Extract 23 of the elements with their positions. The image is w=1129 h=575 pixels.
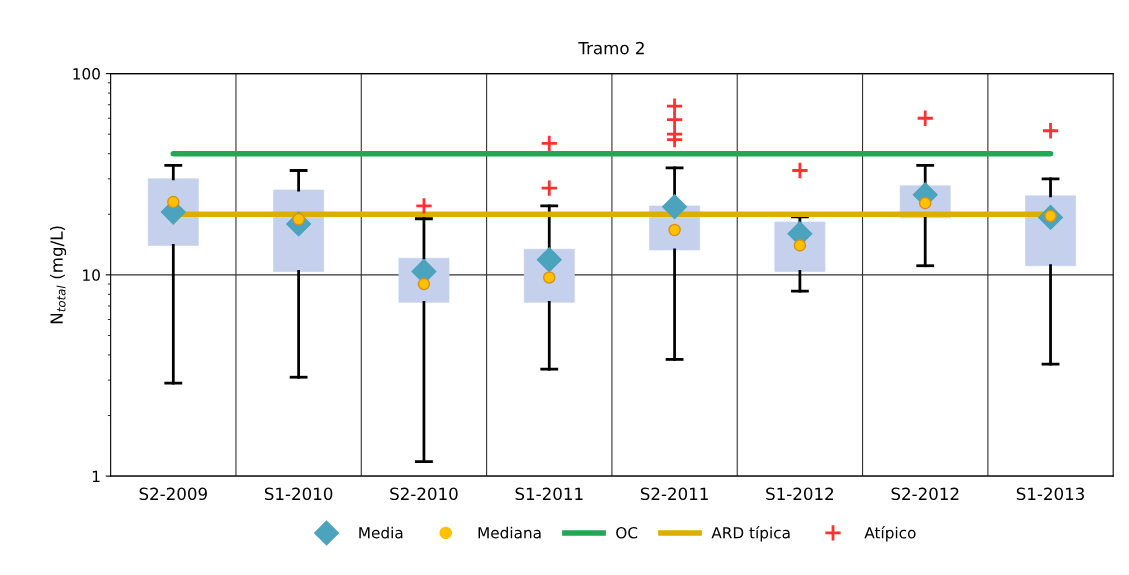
y-tick-label: 10 — [83, 269, 100, 281]
legend-label: Mediana — [478, 526, 541, 539]
legend-label: ARD típica — [711, 526, 790, 542]
x-tick-label: S1-2010 — [264, 487, 333, 501]
chart-title: Tramo 2 — [578, 41, 644, 55]
point — [167, 195, 180, 209]
y-tick-label: 1 — [92, 470, 100, 482]
x-tick-label: S1-2012 — [766, 487, 834, 501]
y-axis-title: N$_{total}$ (mg/L) — [50, 226, 67, 324]
x-tick-label: S2-2011 — [640, 487, 708, 501]
legend-label: OC — [616, 526, 638, 539]
x-tick-label: S2-2010 — [390, 487, 458, 501]
x-tick-label: S1-2013 — [1016, 487, 1084, 501]
x-tick-label: S2-2009 — [139, 487, 207, 501]
legend-label: Atípico — [864, 526, 916, 542]
legend-label: Media — [359, 526, 403, 539]
y-tick-label: 100 — [73, 68, 100, 80]
point — [662, 194, 688, 220]
x-tick-label: S2-2012 — [891, 487, 959, 501]
point — [665, 110, 684, 129]
x-tick-label: S1-2011 — [515, 487, 583, 501]
point — [536, 247, 562, 273]
point — [543, 271, 556, 284]
